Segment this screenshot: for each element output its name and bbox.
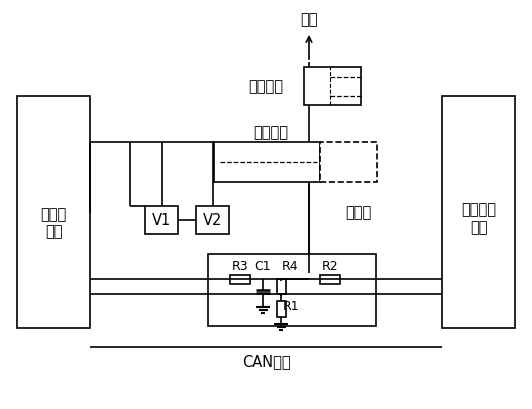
Bar [145, 207, 178, 234]
Bar [208, 254, 376, 326]
Text: C1: C1 [255, 259, 271, 272]
Bar [17, 97, 90, 328]
Bar [214, 143, 320, 182]
Text: R3: R3 [232, 259, 248, 272]
Text: 电源: 电源 [300, 12, 318, 27]
Text: CAN总线: CAN总线 [242, 354, 290, 369]
Text: R1: R1 [282, 299, 300, 312]
Text: 整车控制: 整车控制 [461, 202, 496, 217]
Text: 碰撞开关: 碰撞开关 [248, 79, 284, 94]
Text: 安全线: 安全线 [345, 205, 371, 220]
Bar [442, 97, 515, 328]
Text: 单元: 单元 [45, 224, 62, 239]
Bar [320, 143, 377, 182]
Bar [277, 301, 286, 317]
Bar [277, 279, 286, 294]
Text: 氢管理: 氢管理 [40, 207, 66, 222]
Bar [320, 275, 340, 284]
Text: V1: V1 [152, 213, 171, 228]
Text: 单元: 单元 [470, 220, 487, 235]
Bar [304, 68, 361, 106]
Bar [230, 275, 250, 284]
Text: R2: R2 [322, 259, 338, 272]
Bar [196, 207, 229, 234]
Text: V2: V2 [203, 213, 222, 228]
Text: R4: R4 [281, 259, 298, 272]
Text: 急停开关: 急停开关 [254, 125, 288, 140]
